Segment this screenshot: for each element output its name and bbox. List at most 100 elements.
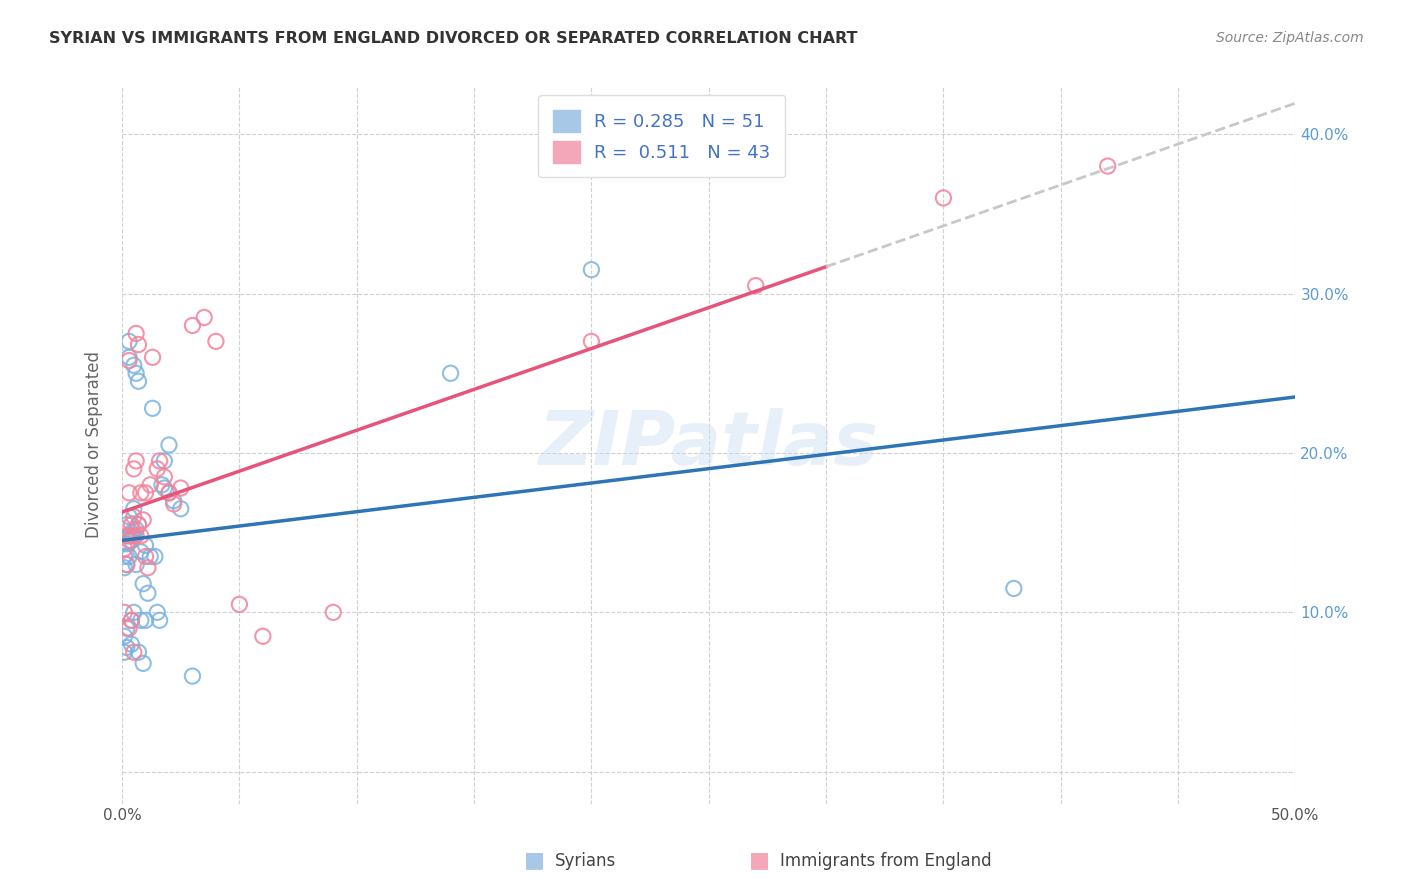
Point (228, 598, 250, 612)
Point (134, 613, 156, 627)
Point (193, 310, 215, 325)
Point (122, 501, 145, 516)
Point (125, 529, 148, 543)
Point (181, 318, 204, 333)
Point (122, 645, 145, 659)
Point (252, 629, 274, 643)
Legend: R = 0.285   N = 51, R =  0.511   N = 43: R = 0.285 N = 51, R = 0.511 N = 43 (538, 95, 785, 178)
Point (120, 529, 142, 543)
Point (112, 605, 135, 619)
Point (118, 485, 141, 500)
Text: Immigrants from England: Immigrants from England (780, 852, 993, 870)
Point (120, 613, 142, 627)
Point (132, 513, 155, 527)
Point (118, 509, 141, 524)
Point (170, 481, 193, 495)
Point (125, 523, 148, 537)
Point (122, 605, 145, 619)
Point (129, 545, 152, 559)
Point (127, 517, 149, 532)
Point (120, 613, 142, 627)
Point (157, 438, 180, 452)
Point (115, 621, 138, 635)
Point (112, 629, 135, 643)
Point (932, 191, 955, 205)
Point (118, 621, 141, 635)
Text: Syrians: Syrians (555, 852, 617, 870)
Point (112, 541, 135, 556)
Point (142, 401, 165, 416)
Point (118, 351, 141, 365)
Point (439, 366, 461, 380)
Point (139, 478, 162, 492)
Point (122, 509, 145, 524)
Point (125, 454, 148, 468)
Point (127, 374, 149, 388)
Point (115, 537, 138, 551)
Point (157, 485, 180, 500)
Text: ZIPatlas: ZIPatlas (538, 409, 879, 482)
Point (136, 586, 159, 600)
Point (125, 558, 148, 572)
Point (115, 517, 138, 532)
Point (150, 478, 173, 492)
Point (120, 517, 142, 532)
Point (122, 529, 145, 543)
Text: ■: ■ (524, 850, 544, 870)
Point (115, 640, 138, 655)
Point (129, 529, 152, 543)
Point (118, 549, 141, 564)
Point (118, 353, 141, 368)
Text: Source: ZipAtlas.com: Source: ZipAtlas.com (1216, 31, 1364, 45)
Point (120, 525, 142, 540)
Point (581, 334, 603, 349)
Point (134, 485, 156, 500)
Point (322, 605, 344, 619)
Point (146, 605, 169, 619)
Text: ■: ■ (749, 850, 769, 870)
Point (132, 657, 155, 671)
Point (139, 549, 162, 564)
Point (163, 493, 186, 508)
Point (122, 359, 145, 373)
Point (129, 485, 152, 500)
Point (129, 613, 152, 627)
Point (112, 549, 135, 564)
Point (132, 576, 155, 591)
Point (127, 645, 149, 659)
Point (163, 497, 186, 511)
Point (149, 454, 172, 468)
Point (112, 560, 135, 574)
Point (115, 558, 138, 572)
Point (205, 334, 228, 349)
Point (142, 351, 165, 365)
Point (115, 558, 138, 572)
Point (118, 533, 141, 548)
Point (136, 560, 159, 574)
Point (120, 637, 142, 651)
Point (115, 529, 138, 543)
Point (181, 669, 204, 683)
Point (157, 485, 180, 500)
Point (153, 454, 176, 468)
Point (1097, 159, 1119, 173)
Point (134, 538, 156, 552)
Point (122, 462, 145, 476)
Point (134, 549, 156, 564)
Point (744, 278, 766, 293)
Point (118, 529, 141, 543)
Point (143, 549, 166, 564)
Point (112, 645, 135, 659)
Point (120, 533, 142, 548)
Point (125, 366, 148, 380)
Point (127, 337, 149, 351)
Point (581, 262, 603, 277)
Y-axis label: Divorced or Separated: Divorced or Separated (86, 351, 103, 539)
Text: SYRIAN VS IMMIGRANTS FROM ENGLAND DIVORCED OR SEPARATED CORRELATION CHART: SYRIAN VS IMMIGRANTS FROM ENGLAND DIVORC… (49, 31, 858, 46)
Point (149, 613, 172, 627)
Point (153, 481, 176, 495)
Point (170, 501, 193, 516)
Point (146, 462, 169, 476)
Point (118, 334, 141, 349)
Point (125, 326, 148, 341)
